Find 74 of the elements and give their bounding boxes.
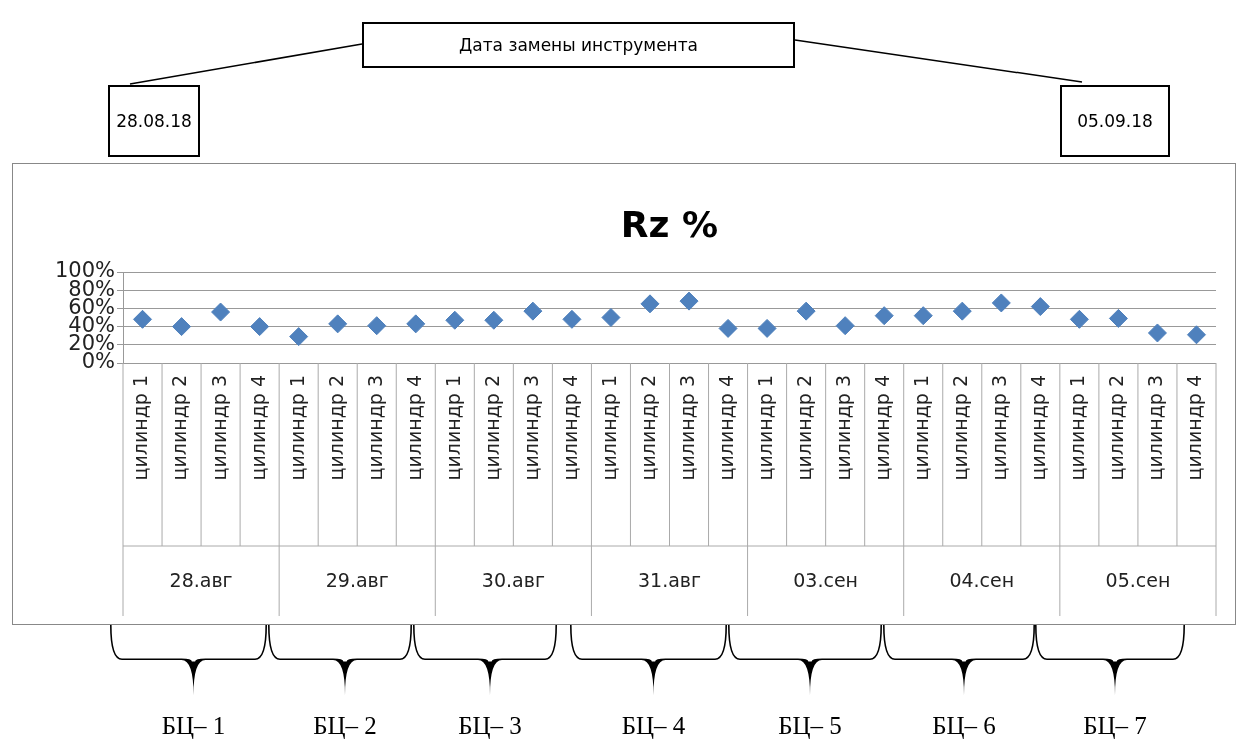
- point: [601, 308, 621, 327]
- x-tick-label: цилиндр 3: [207, 375, 230, 481]
- text: 03.сен: [793, 568, 859, 591]
- point: [835, 316, 855, 336]
- x-tick-label: цилиндр 4: [402, 375, 425, 481]
- point: [250, 317, 270, 337]
- point: [679, 291, 699, 311]
- point: [757, 318, 777, 338]
- point: [1186, 325, 1206, 345]
- text: Дата замены инструмента: [362, 22, 795, 68]
- text: БЦ– 6: [932, 712, 996, 740]
- x-tick-label: цилиндр 1: [597, 375, 620, 481]
- text: БЦ– 4: [621, 712, 686, 740]
- x-tick-label: цилиндр 3: [519, 375, 542, 481]
- text: 05.сен: [1105, 568, 1171, 591]
- point: [991, 293, 1011, 313]
- text: БЦ– 1: [161, 712, 226, 740]
- point: [289, 327, 309, 347]
- point: [1030, 297, 1050, 317]
- point: [484, 310, 504, 330]
- point: [211, 302, 231, 322]
- text: 29.авг: [325, 568, 389, 591]
- point: [172, 317, 192, 337]
- x-tick-label: цилиндр 1: [754, 375, 777, 481]
- text: БЦ– 2: [313, 712, 377, 740]
- text: 28.авг: [169, 568, 233, 591]
- x-tick-label: цилиндр 4: [871, 375, 894, 481]
- chart-title: Rz %: [620, 204, 719, 246]
- point: [640, 294, 660, 314]
- x-tick-label: цилиндр 2: [1105, 375, 1128, 481]
- x-tick-label: цилиндр 4: [1027, 375, 1050, 481]
- x-tick-label: цилиндр 3: [832, 375, 855, 481]
- x-tick-label: цилиндр 4: [558, 375, 581, 481]
- text: 30.авг: [481, 568, 545, 591]
- point: [1147, 323, 1167, 343]
- point: [1069, 309, 1089, 329]
- x-tick-label: цилиндр 2: [636, 375, 659, 481]
- point: [952, 301, 972, 321]
- x-tick-label: цилиндр 4: [1183, 375, 1206, 481]
- x-tick-label: цилиндр 3: [675, 375, 698, 481]
- point: [874, 306, 894, 326]
- x-tick-label: цилиндр 1: [129, 375, 152, 481]
- point: [1108, 308, 1128, 328]
- x-tick-label: цилиндр 4: [714, 375, 737, 481]
- point: [328, 314, 348, 334]
- point: [718, 318, 738, 338]
- text: БЦ– 5: [778, 712, 842, 740]
- x-tick-label: цилиндр 4: [246, 375, 269, 481]
- text: БЦ– 7: [1083, 712, 1147, 740]
- x-tick-label: цилиндр 3: [1144, 375, 1167, 481]
- x-tick-label: цилиндр 2: [949, 375, 972, 481]
- point: [523, 301, 543, 321]
- x-tick-label: цилиндр 1: [285, 375, 308, 481]
- text: 28.08.18: [108, 85, 200, 157]
- text: 04.сен: [949, 568, 1015, 591]
- x-tick-label: цилиндр 2: [480, 375, 503, 481]
- x-tick-label: цилиндр 1: [441, 375, 464, 481]
- x-tick-label: цилиндр 2: [168, 375, 191, 481]
- text: 31.авг: [637, 568, 702, 591]
- point: [406, 314, 426, 334]
- point: [796, 301, 816, 321]
- x-tick-label: цилиндр 1: [910, 375, 933, 481]
- text: 05.09.18: [1060, 85, 1170, 157]
- text: БЦ– 3: [458, 712, 522, 740]
- x-tick-label: цилиндр 1: [1066, 375, 1089, 481]
- x-tick-label: цилиндр 3: [363, 375, 386, 481]
- point: [913, 306, 933, 326]
- point: [562, 309, 582, 329]
- x-tick-label: цилиндр 3: [988, 375, 1011, 481]
- point: [367, 316, 387, 336]
- x-tick-label: цилиндр 2: [793, 375, 816, 481]
- point: [445, 310, 465, 330]
- point: [133, 309, 153, 329]
- x-tick-label: цилиндр 2: [324, 375, 347, 481]
